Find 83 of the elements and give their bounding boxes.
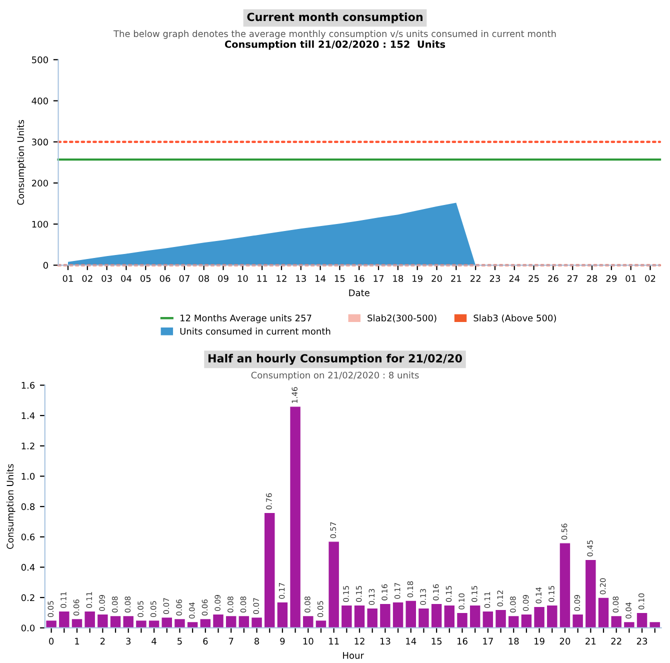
- y-tick-label: 1.6: [22, 382, 35, 389]
- x-tick-label: 3: [126, 638, 131, 645]
- x-tick-label: 10: [238, 275, 248, 282]
- text: Consumption till 21/02/2020 : 152 Units: [224, 40, 446, 50]
- chart-title: Half an hourly Consumption for 21/02/20: [208, 354, 462, 365]
- x-tick-label: 26: [548, 275, 558, 282]
- x-tick-label: 19: [534, 638, 544, 645]
- x-tick-label: 14: [316, 275, 326, 282]
- y-tick-label: 300: [32, 138, 48, 146]
- y-tick-label: 200: [32, 180, 48, 187]
- x-tick-label: 29: [606, 275, 617, 282]
- x-tick-label: 04: [121, 275, 132, 282]
- y-tick-label: 0: [43, 262, 48, 269]
- x-tick-label: 24: [509, 275, 520, 282]
- x-tick-label: 07: [179, 275, 190, 282]
- y-tick-label: 0.0: [21, 624, 35, 632]
- x-tick-label: 5: [178, 638, 182, 645]
- y-tick-label: 1.0: [22, 472, 35, 480]
- x-tick-label: 7: [228, 638, 234, 644]
- chart-subtitle: The below graph denotes the average monthly consumption v/s units consumed in current month: [113, 30, 556, 39]
- x-tick-label: 6: [203, 638, 208, 645]
- x-tick-label: 17: [483, 638, 493, 644]
- x-tick-label: 16: [354, 275, 364, 282]
- x-tick-label: 16: [457, 638, 468, 645]
- y-axis-title: Consumption Units: [17, 120, 26, 205]
- y-tick-label: 0.2: [21, 594, 34, 602]
- y-tick-label: 0.4: [21, 564, 35, 571]
- x-tick-label: 1: [75, 638, 80, 644]
- x-tick-label: 15: [432, 638, 442, 645]
- y-tick-label: 1.4: [22, 412, 35, 419]
- x-tick-label: 18: [508, 638, 519, 645]
- chart-title: Current month consumption: [247, 12, 422, 24]
- x-tick-label: 01: [62, 275, 73, 282]
- x-tick-label: 15: [334, 275, 345, 282]
- x-tick-label: 13: [296, 275, 306, 282]
- chart-subtitle: Consumption on 21/02/2020 : 8 units: [251, 372, 419, 380]
- x-tick-label: 21: [451, 275, 462, 282]
- x-axis-title: Hour: [343, 652, 364, 659]
- x-tick-label: 25: [528, 275, 539, 282]
- x-axis-title: Date: [349, 289, 370, 296]
- x-tick-label: 23: [636, 638, 648, 645]
- x-tick-label: 12: [276, 275, 286, 282]
- x-tick-label: 12: [354, 638, 364, 644]
- y-tick-label: 100: [32, 220, 48, 228]
- y-tick-label: 0.6: [21, 534, 35, 540]
- legend-label: 12 Months Average units 257: [180, 314, 312, 324]
- x-tick-label: 2: [100, 638, 105, 644]
- x-tick-label: 11: [257, 275, 267, 282]
- x-tick-label: 11: [329, 638, 339, 644]
- x-tick-label: 9: [280, 638, 285, 645]
- x-tick-label: 27: [568, 275, 578, 282]
- legend-label: Units consumed in current month: [180, 328, 330, 335]
- x-tick-label: 17: [374, 275, 384, 282]
- y-tick-label: 500: [32, 56, 48, 64]
- x-tick-label: 28: [586, 275, 598, 282]
- x-tick-label: 05: [140, 275, 151, 282]
- x-tick-label: 20: [432, 275, 442, 282]
- y-tick-label: 1.2: [22, 442, 34, 450]
- x-tick-label: 23: [490, 275, 500, 282]
- x-tick-label: 02: [645, 275, 656, 282]
- x-tick-label: 06: [160, 275, 170, 282]
- x-tick-label: 14: [406, 638, 416, 644]
- x-tick-label: 21: [586, 638, 596, 644]
- x-tick-label: 18: [393, 275, 404, 282]
- x-tick-label: 03: [102, 275, 112, 282]
- x-tick-label: 19: [412, 275, 422, 282]
- x-tick-label: 4: [152, 638, 156, 644]
- x-tick-label: 02: [82, 275, 92, 282]
- x-tick-label: 01: [626, 275, 636, 282]
- x-tick-label: 22: [470, 275, 480, 282]
- x-tick-label: 08: [198, 275, 209, 282]
- legend-label: Slab2(300-500): [368, 314, 436, 322]
- legend-label: Slab3 (Above 500): [474, 314, 556, 322]
- x-tick-label: 20: [560, 638, 570, 645]
- x-tick-label: 22: [611, 638, 622, 644]
- x-tick-label: 13: [380, 638, 390, 645]
- x-tick-label: 10: [303, 638, 314, 645]
- y-tick-label: 0.8: [21, 503, 35, 510]
- y-axis-title: Consumption Units: [6, 464, 16, 549]
- x-tick-label: 8: [254, 638, 260, 645]
- y-tick-label: 400: [32, 98, 48, 104]
- x-tick-label: 09: [218, 275, 228, 282]
- x-tick-label: 0: [49, 638, 54, 645]
